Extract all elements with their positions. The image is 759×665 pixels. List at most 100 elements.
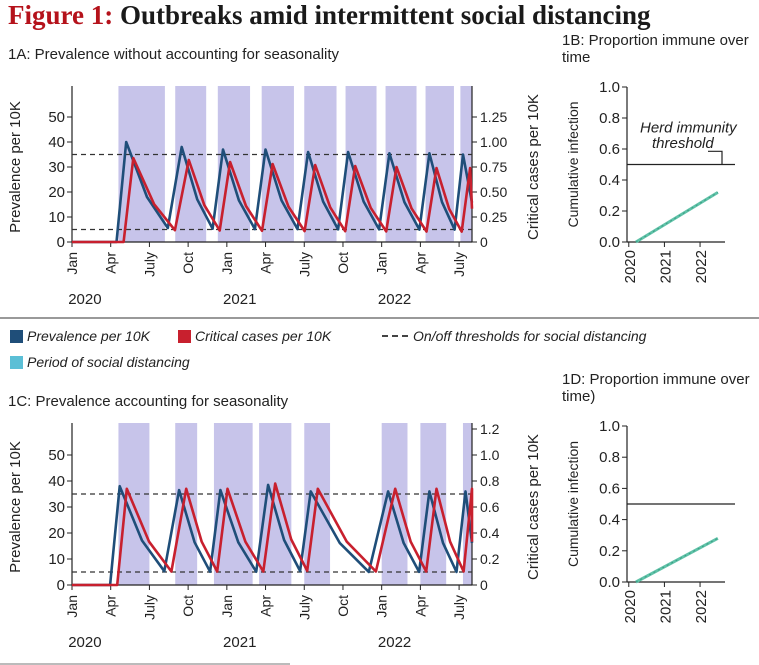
chart-1c-year-label-2: 2022 [378,634,411,651]
chart-1d-x-tick-label-2: 2022 [693,590,710,623]
chart-1b-immune-line-markers [635,191,719,243]
chart-1c-y-tick-label-0: 0 [57,577,65,594]
chart-1c-x-tick-label-6: July [296,595,312,620]
chart-1c-year-label-0: 2020 [68,634,101,651]
chart-1a-prevalence-line [72,140,474,244]
figure-number: Figure 1: [8,0,114,30]
chart-1a-distancing-period-7 [385,86,417,242]
chart-1a-y2-tick-label-5: 1.25 [480,109,507,125]
legend-prevalence: Prevalence per 10K [10,328,150,344]
chart-1a-y-tick-label-3: 30 [48,159,65,176]
chart-1c-x-tick-label-4: Jan [219,595,235,618]
chart-1c-distancing-period-2 [175,423,198,585]
chart-1a-x-tick-label-1: Apr [103,252,119,274]
chart-1d-immune-line-markers [635,537,719,583]
chart-1b-x-tick-label-1: 2021 [657,250,674,283]
chart-1c-x-tick-label-7: Oct [335,595,351,617]
figure-title: Figure 1: Outbreaks amid intermittent so… [8,0,651,31]
legend-period: Period of social distancing [10,354,190,370]
chart-1c-year-label-1: 2021 [223,634,256,651]
chart-1a-y-tick-label-4: 40 [48,134,65,151]
chart-1c-x-tick-label-5: Apr [258,595,274,617]
chart-1a-x-tick-label-5: Apr [258,252,274,274]
chart-1c-y2-tick-label-4: 0.8 [480,473,500,489]
legend-threshold-label: On/off thresholds for social distancing [413,328,647,344]
chart-1b-annotation-line-2: threshold [652,135,714,152]
chart-1c-y2-axis-title: Critical cases per 10K [525,434,542,580]
chart-1c-critical-line [72,482,474,587]
chart-1c-y2-tick-label-3: 0.6 [480,499,500,515]
chart-1b-annotation-bracket [708,150,723,165]
chart-1b-y-tick-label-4: 0.8 [599,110,620,127]
chart-1c-x-tick-label-1: Apr [103,595,119,617]
chart-1b-y-tick-label-3: 0.6 [599,141,620,158]
chart-1a-y-tick-label-1: 10 [48,209,65,226]
chart-1c-x-tick-label-9: Apr [412,595,428,617]
chart-1a-y2-tick-label-3: 0.75 [480,159,507,175]
chart-1b-y-tick-label-5: 1.0 [599,79,620,96]
chart-1c-y2-tick-label-5: 1.0 [480,447,500,463]
legend-period-swatch [10,356,23,369]
legend-period-label: Period of social distancing [27,354,190,370]
chart-1b-y-axis-title: Cumulative infection [565,101,581,227]
chart-1a-x-tick-label-9: Apr [412,252,428,274]
chart-1b-y-tick-label-2: 0.4 [599,172,620,189]
panel-1c-title: 1C: Prevalence accounting for seasonalit… [8,393,289,410]
chart-1d-y-tick-label-3: 0.6 [599,480,620,497]
chart-1a-year-label-0: 2020 [68,291,101,308]
chart-1a-y2-tick-label-0: 0 [480,234,488,250]
chart-1a-y2-tick-label-2: 0.50 [480,184,507,200]
chart-1b-y-tick-label-1: 0.2 [599,203,620,220]
chart-1a-x-tick-label-8: Jan [374,252,390,275]
chart-1b-annotation-line-1: Herd immunity [640,119,738,136]
chart-1d-y-tick-label-0: 0.0 [599,574,620,591]
chart-1a-x-tick-label-6: July [296,252,312,277]
chart-1c-y2-tick-label-0: 0 [480,577,488,593]
panel-1d-title: 1D: Proportion immune over time) [562,371,750,405]
legend-prevalence-label: Prevalence per 10K [27,328,150,344]
chart-1c-y-tick-label-1: 10 [48,551,65,568]
chart-1a-x-tick-label-2: July [141,252,157,277]
chart-1a-y-tick-label-2: 20 [48,184,65,201]
chart-1a-y2-tick-label-1: 0.25 [480,209,507,225]
chart-1c-y-tick-label-2: 20 [48,525,65,542]
chart-1c-y-tick-label-4: 40 [48,473,65,490]
legend-critical-label: Critical cases per 10K [195,328,332,344]
chart-1a-x-tick-label-3: Oct [180,252,196,274]
chart-1d-y-tick-label-4: 0.8 [599,449,620,466]
chart-1a-y-tick-label-0: 0 [57,234,65,251]
panel-1a-title: 1A: Prevalence without accounting for se… [8,46,340,63]
chart-1c-y2-tick-label-1: 0.2 [480,551,500,567]
chart-1a-x-tick-label-10: July [451,252,467,277]
chart-1a-x-tick-label-0: Jan [64,252,80,275]
chart-1c-x-tick-label-2: July [141,595,157,620]
chart-1c-y-axis-title: Prevalence per 10K [7,441,24,573]
chart-1d-y-tick-label-2: 0.4 [599,512,620,529]
chart-1c-x-tick-label-3: Oct [180,595,196,617]
chart-1a-x-tick-label-7: Oct [335,252,351,274]
chart-1a-y-tick-label-5: 50 [48,109,65,126]
legend-prevalence-swatch [10,330,23,343]
figure-title-text: Outbreaks amid intermittent social dista… [113,0,651,30]
chart-1c-x-tick-label-0: Jan [64,595,80,618]
chart-1c-x-tick-label-8: Jan [374,595,390,618]
chart-1a-year-label-1: 2021 [223,291,256,308]
chart-1b-x-tick-label-2: 2022 [693,250,710,283]
chart-1d-x-tick-label-0: 2020 [622,590,639,623]
chart-1a-distancing-period-4 [261,86,294,242]
chart-1a-x-tick-label-4: Jan [219,252,235,275]
chart-1b-x-tick-label-0: 2020 [622,250,639,283]
chart-1d-y-axis-title: Cumulative infection [565,441,581,567]
chart-1a-critical-line [72,156,474,244]
panel-1b-title: 1B: Proportion immune over time [562,32,749,66]
chart-1c-y-tick-label-3: 30 [48,499,65,516]
chart-1a-distancing-period-9 [460,86,472,242]
chart-1c-y2-tick-label-6: 1.2 [480,421,500,437]
chart-1c-x-tick-label-10: July [451,595,467,620]
chart-1d-x-tick-label-1: 2021 [657,590,674,623]
chart-1b-y-tick-label-0: 0.0 [599,234,620,251]
legend-threshold: On/off thresholds for social distancing [382,328,646,344]
chart-1c-prevalence-line [72,483,474,587]
legend-critical-swatch [178,330,191,343]
